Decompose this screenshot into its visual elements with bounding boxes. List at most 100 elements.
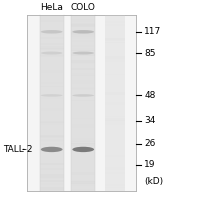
Bar [40,149,64,151]
Bar [71,141,95,142]
Bar [40,37,64,39]
Bar [105,120,125,123]
Bar [71,183,95,186]
Bar [71,77,95,78]
Bar [40,94,64,95]
Bar [105,184,125,186]
Bar [71,73,95,75]
Bar [71,185,95,188]
Bar [40,140,64,141]
Bar [71,50,95,51]
Bar [71,143,95,144]
Bar [71,138,95,141]
Bar [40,23,64,26]
Bar [40,187,64,190]
Ellipse shape [72,52,94,54]
Bar [40,174,64,175]
Bar [71,23,95,26]
Bar [40,168,64,170]
Bar [27,15,136,191]
Bar [105,38,125,40]
Ellipse shape [41,94,63,97]
Bar [40,46,64,49]
Bar [40,139,64,142]
Bar [71,24,95,27]
Bar [105,38,125,41]
Bar [40,54,64,56]
Bar [105,74,125,75]
Bar [71,100,95,101]
Bar [40,20,64,22]
Ellipse shape [41,147,63,152]
Bar [105,167,125,170]
Bar [71,143,95,146]
Ellipse shape [72,147,94,152]
Bar [105,123,125,125]
Bar [71,45,95,47]
Bar [71,189,95,190]
Bar [40,174,64,178]
Bar [40,83,64,85]
Bar [71,35,95,39]
Bar [71,172,95,175]
Bar [105,172,125,174]
Ellipse shape [72,30,94,34]
Bar [71,40,95,42]
Bar [40,187,64,190]
Bar [40,180,64,182]
Bar [71,87,95,90]
Ellipse shape [41,52,63,54]
Bar [40,167,64,169]
Bar [71,130,95,131]
Text: 34: 34 [144,116,156,125]
Bar [71,60,95,64]
Bar [40,48,64,50]
Bar [71,32,95,34]
Text: HeLa: HeLa [40,3,63,12]
Ellipse shape [72,94,94,97]
Bar [105,21,125,23]
Bar [105,24,125,26]
Bar [71,180,95,182]
Bar [71,48,95,51]
Bar [105,92,125,95]
Bar [40,183,64,185]
Bar [40,15,64,191]
Bar [105,102,125,105]
Bar [40,25,64,28]
Bar [71,15,95,191]
Bar [71,33,95,35]
Bar [71,54,95,56]
Bar [105,56,125,59]
Bar [71,34,95,37]
Text: 26: 26 [144,139,156,148]
Bar [71,68,95,70]
Text: 117: 117 [144,27,162,36]
Bar [40,135,64,136]
Text: TALL-2: TALL-2 [3,145,33,154]
Bar [40,30,64,32]
Bar [40,162,64,164]
Bar [105,15,125,191]
Bar [71,96,95,98]
Bar [40,163,64,165]
Bar [105,42,125,43]
Bar [71,19,95,22]
Bar [40,97,64,100]
Bar [105,116,125,117]
Bar [40,121,64,123]
Bar [40,176,64,179]
Bar [40,82,64,84]
Bar [40,70,64,73]
Text: 19: 19 [144,160,156,169]
Bar [40,108,64,111]
Bar [71,80,95,83]
Bar [105,118,125,121]
Text: COLO: COLO [71,3,96,12]
Bar [105,59,125,62]
Bar [40,33,64,35]
Ellipse shape [41,30,63,34]
Bar [40,122,64,125]
Bar [40,86,64,87]
Bar [40,136,64,137]
